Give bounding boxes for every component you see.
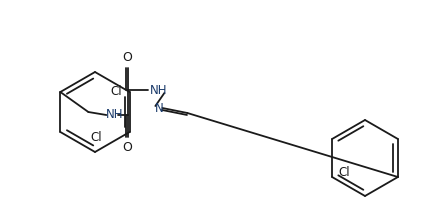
Text: NH: NH <box>151 83 168 97</box>
Text: Cl: Cl <box>90 131 102 144</box>
Text: N: N <box>155 101 164 115</box>
Text: O: O <box>123 141 132 154</box>
Text: NH: NH <box>107 108 124 122</box>
Text: Cl: Cl <box>338 166 350 180</box>
Text: O: O <box>123 51 132 64</box>
Text: Cl: Cl <box>110 85 122 99</box>
